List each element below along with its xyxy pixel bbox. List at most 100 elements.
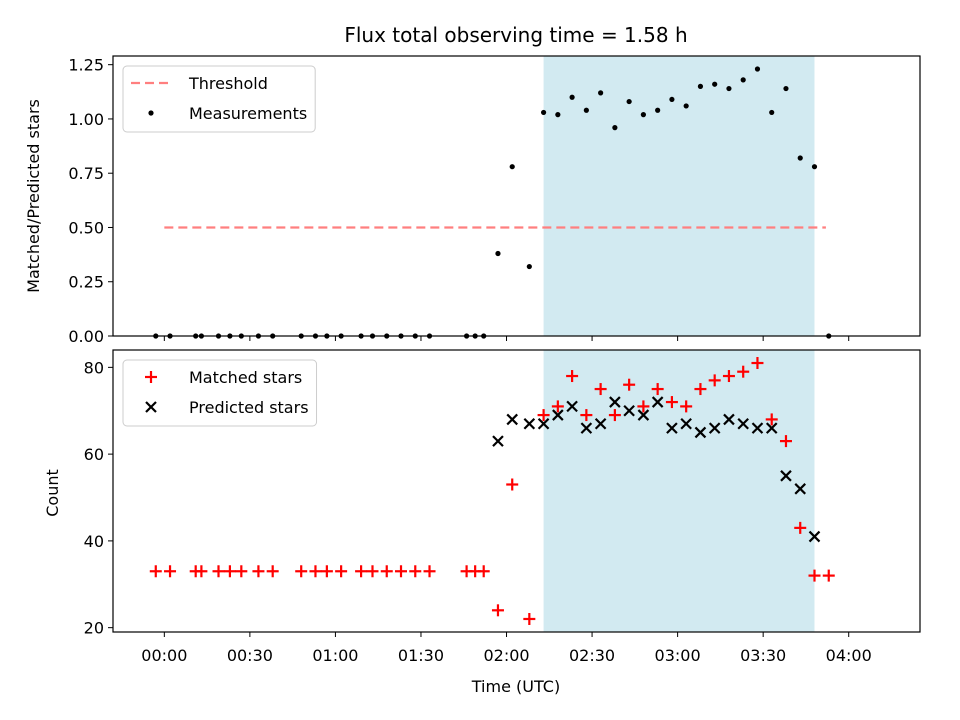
bottom-series-0-point-33 — [651, 383, 664, 396]
top-y-tick-label: 0.75 — [68, 164, 104, 183]
bottom-series-1-point-2 — [523, 417, 536, 430]
bottom-series-0-point-34 — [665, 396, 678, 409]
bottom-series-0-point-7 — [252, 565, 265, 578]
bottom-series-1-point-4 — [552, 409, 564, 421]
top-series-0-point-26 — [555, 112, 561, 118]
bottom-legend: Matched stars Predicted stars — [122, 359, 318, 427]
bottom-series-0-point-31 — [623, 378, 636, 391]
bottom-y-tick-label: 80 — [84, 358, 104, 377]
top-series-0-point-39 — [740, 77, 746, 83]
top-observing-span — [543, 56, 815, 336]
top-y-tick-label: 0.00 — [68, 327, 104, 346]
top-series-0-point-30 — [612, 125, 618, 131]
bottom-series-0-point-5 — [223, 565, 236, 578]
top-series-0-point-42 — [783, 85, 789, 92]
top-series-0-point-43 — [797, 155, 803, 161]
bottom-series-0-point-12 — [335, 565, 348, 578]
bottom-legend-marker-1 — [145, 401, 157, 413]
top-series-0-point-24 — [526, 263, 532, 270]
bottom-observing-span — [543, 350, 815, 632]
bottom-series-0-point-10 — [309, 565, 322, 578]
bottom-series-0-point-3 — [195, 565, 208, 578]
bottom-series-0-point-38 — [722, 370, 735, 383]
bottom-series-0-point-41 — [765, 413, 778, 426]
bottom-series-0-point-4 — [212, 565, 225, 578]
bottom-series-0-point-39 — [737, 365, 750, 378]
x-tick-label: 02:00 — [483, 646, 529, 665]
top-series-0-point-35 — [683, 103, 689, 109]
top-panel: 0.00 0.25 0.50 0.75 1.00 1.25 Threshold Measure… — [68, 55, 921, 346]
top-legend-label-0: Threshold — [188, 74, 268, 93]
bottom-legend-marker-0 — [145, 371, 157, 383]
top-series-0-point-23 — [509, 164, 515, 170]
top-series-0-point-40 — [754, 66, 761, 72]
top-axes-frame — [112, 55, 921, 337]
top-series-0-point-44 — [811, 164, 818, 170]
bottom-series-0-point-42 — [779, 435, 792, 448]
bottom-series-1-point-7 — [594, 417, 607, 430]
x-tick-label: 03:00 — [655, 646, 701, 665]
top-y-axis-label: Matched/Predicted stars — [24, 99, 43, 293]
bottom-series-0-point-35 — [680, 400, 693, 413]
top-series-0-point-41 — [769, 109, 775, 116]
top-series-0-point-33 — [655, 107, 661, 113]
bottom-series-0-point-37 — [708, 374, 721, 387]
bottom-series-0-point-44 — [808, 569, 821, 582]
bottom-y-tick-label: 20 — [84, 619, 104, 638]
bottom-series-0-point-23 — [506, 478, 519, 491]
bottom-legend-box — [122, 359, 318, 427]
bottom-series-1-point-20 — [780, 470, 792, 482]
top-y-tick-label: 0.50 — [68, 218, 104, 237]
bottom-series-1-point-9 — [623, 404, 635, 417]
bottom-series-1-point-0 — [492, 435, 504, 447]
top-y-tick-label: 1.25 — [68, 56, 104, 75]
x-tick-label: 00:30 — [227, 646, 273, 665]
bottom-series-0-point-29 — [594, 383, 607, 396]
top-series-0-point-27 — [569, 94, 575, 100]
bottom-series-0-point-28 — [580, 409, 593, 422]
bottom-series-1-point-18 — [751, 422, 764, 434]
bottom-series-0-point-13 — [355, 565, 368, 578]
bottom-series-0-point-1 — [164, 565, 177, 578]
bottom-series-1-point-21 — [794, 483, 807, 495]
x-tick-label: 04:00 — [826, 646, 872, 665]
bottom-series-0-point-25 — [537, 409, 550, 422]
chart-title: Flux total observing time = 1.58 h — [344, 23, 687, 47]
bottom-series-0-point-32 — [637, 400, 650, 413]
bottom-series-0-point-30 — [608, 409, 621, 422]
bottom-series-0-point-8 — [266, 565, 279, 578]
top-y-tick-label: 0.25 — [68, 273, 104, 292]
top-legend-marker-1 — [148, 110, 154, 116]
top-series-0-point-22 — [495, 250, 501, 257]
bottom-series-0-point-9 — [295, 565, 308, 578]
top-series-0-point-29 — [598, 90, 604, 96]
bottom-series-1-point-17 — [737, 417, 749, 430]
bottom-series-1-point-5 — [566, 400, 578, 413]
bottom-series-1-point-16 — [723, 413, 735, 426]
bottom-legend-label-0: Matched stars — [189, 368, 302, 387]
bottom-series-1-point-11 — [651, 396, 664, 408]
bottom-series-1-point-22 — [808, 530, 821, 543]
bottom-series-0-point-22 — [491, 604, 504, 617]
bottom-series-0-point-45 — [822, 569, 835, 582]
bottom-series-0-point-15 — [380, 565, 393, 578]
x-tick-label: 00:00 — [141, 646, 187, 665]
bottom-series-0-point-36 — [694, 383, 707, 396]
bottom-series-1-point-19 — [765, 422, 778, 434]
bottom-series-1-point-8 — [609, 396, 621, 408]
bottom-series-0-point-16 — [395, 565, 408, 578]
bottom-y-tick-label: 60 — [84, 445, 104, 464]
bottom-series-0-point-26 — [551, 400, 564, 413]
bottom-series-1-point-14 — [694, 426, 707, 439]
bottom-y-tick-label: 40 — [84, 532, 104, 551]
bottom-y-axis-label: Count — [43, 469, 62, 517]
bottom-series-0-point-27 — [566, 370, 579, 383]
bottom-series-0-point-18 — [423, 565, 436, 578]
bottom-series-1-point-12 — [666, 422, 678, 434]
top-series-0-point-37 — [712, 81, 718, 87]
bottom-series-1-point-15 — [708, 422, 721, 434]
bottom-series-1-point-13 — [680, 417, 692, 430]
top-series-0-point-28 — [583, 107, 589, 113]
x-tick-label: 02:30 — [569, 646, 615, 665]
